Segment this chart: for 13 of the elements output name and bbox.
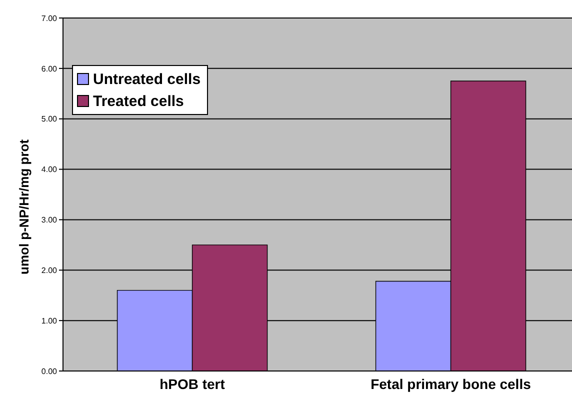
legend-label: Treated cells [93, 92, 184, 110]
y-tick-label: 1.00 [41, 316, 58, 326]
y-tick-label: 0.00 [41, 366, 58, 376]
y-tick-label: 4.00 [41, 165, 58, 174]
y-tick-label: 5.00 [41, 114, 58, 124]
y-tick-label: 6.00 [41, 64, 58, 74]
y-tick-label: 2.00 [41, 266, 58, 275]
legend-label: Untreated cells [93, 70, 201, 88]
x-tick-label: hPOB tert [160, 376, 226, 392]
y-axis-title: umol p-NP/Hr/mg prot [16, 138, 32, 274]
y-tick-label: 3.00 [41, 216, 58, 225]
y-tick-label: 7.00 [41, 14, 58, 23]
x-tick-label: Fetal primary bone cells [370, 376, 532, 392]
